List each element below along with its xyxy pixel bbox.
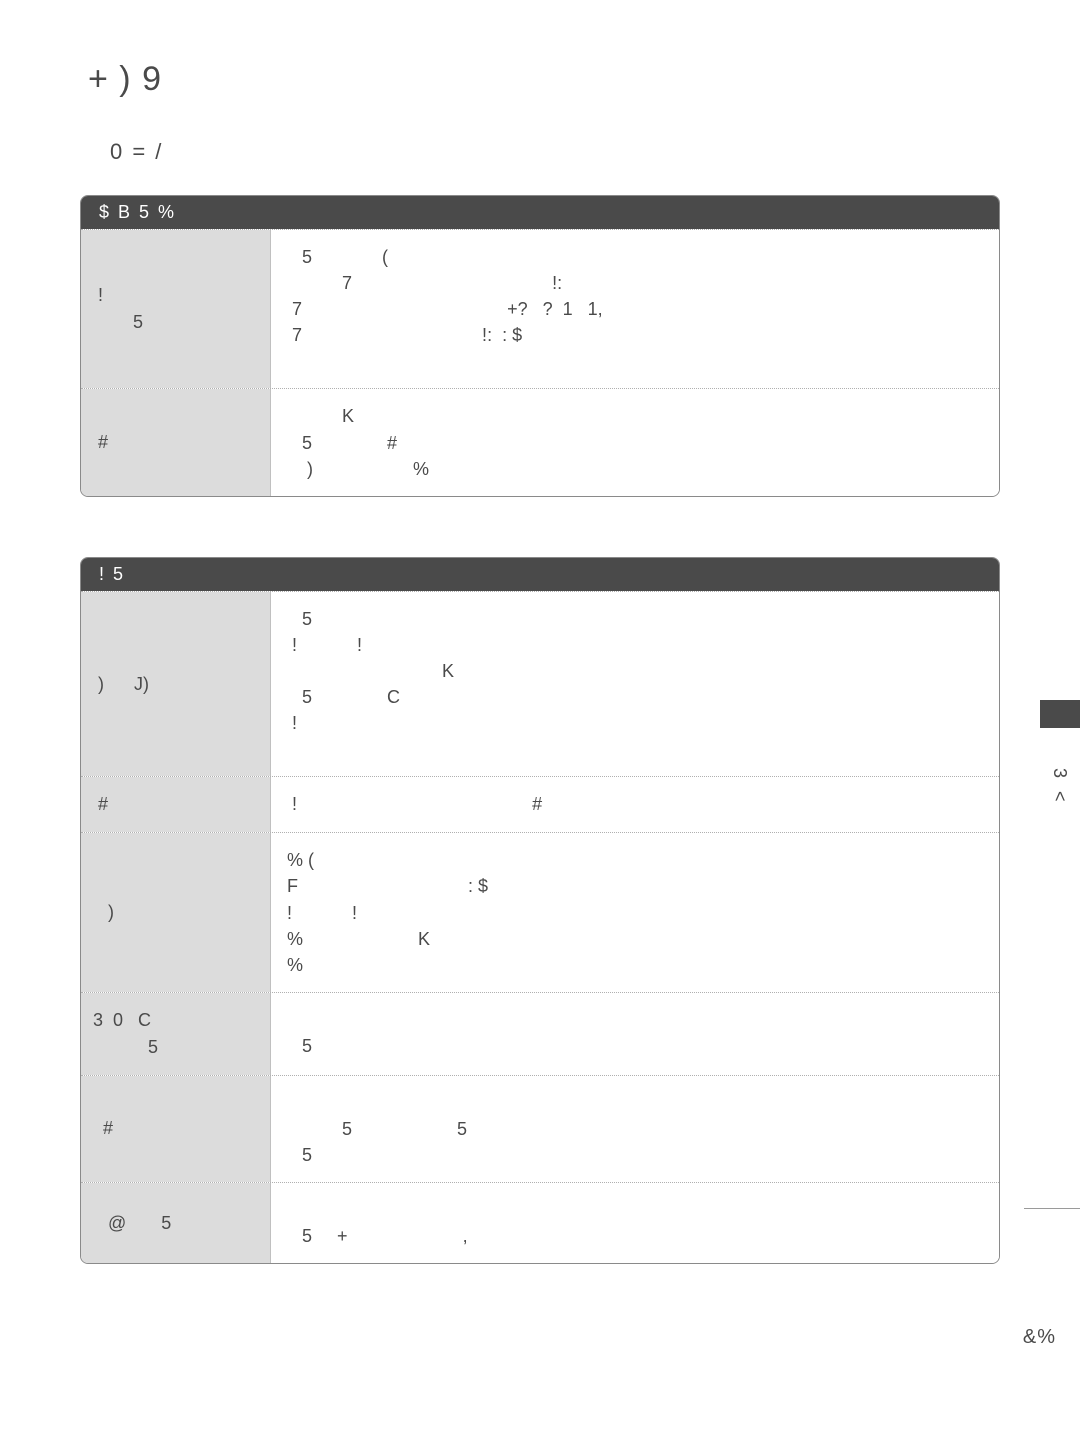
page-number: &% xyxy=(1023,1326,1056,1349)
table-row: @ 5 5 + , xyxy=(81,1182,999,1263)
table-row: ) J) 5 ! ! K 5 C ! xyxy=(81,591,999,777)
table-row: # K 5 # ) % xyxy=(81,388,999,495)
side-vertical-label: 3 < xyxy=(1049,768,1070,806)
table-row: # ! # xyxy=(81,776,999,832)
page-title: + ) 9 xyxy=(80,60,1000,99)
table-row: 3 0 C 5 5 xyxy=(81,992,999,1075)
table-1-row-0-value: 5 ( 7 !: 7 +? ? 1 1, 7 !: : $ xyxy=(271,230,999,388)
table-2-row-0-value: 5 ! ! K 5 C ! xyxy=(271,592,999,777)
document-page: + ) 9 0 = / $ B 5 % ! 5 5 ( 7 !: 7 xyxy=(0,0,1080,1384)
table-2-row-3-label: 3 0 C 5 xyxy=(81,993,271,1075)
table-1-row-1-value: K 5 # ) % xyxy=(271,389,999,495)
table-2-row-4-value: 5 5 5 xyxy=(271,1076,999,1182)
table-2-header: ! 5 xyxy=(81,558,999,591)
table-1: $ B 5 % ! 5 5 ( 7 !: 7 +? ? 1 1, 7 xyxy=(80,195,1000,497)
section-subtitle: 0 = / xyxy=(80,139,1000,165)
table-row: # 5 5 5 xyxy=(81,1075,999,1182)
table-2-row-2-label: ) xyxy=(81,833,271,991)
table-2-row-5-label: @ 5 xyxy=(81,1183,271,1263)
table-2-row-1-label: # xyxy=(81,777,271,832)
table-2-row-3-value: 5 xyxy=(271,993,999,1075)
table-2-row-2-value: % ( F : $ ! ! % K % xyxy=(271,833,999,991)
table-2: ! 5 ) J) 5 ! ! K 5 C ! # ! xyxy=(80,557,1000,1265)
table-1-row-0-label: ! 5 xyxy=(81,230,271,388)
table-1-header: $ B 5 % xyxy=(81,196,999,229)
table-2-row-5-value: 5 + , xyxy=(271,1183,999,1263)
table-2-row-1-value: ! # xyxy=(271,777,999,832)
table-2-row-4-label: # xyxy=(81,1076,271,1182)
table-row: ) % ( F : $ ! ! % K % xyxy=(81,832,999,991)
table-1-row-1-label: # xyxy=(81,389,271,495)
table-row: ! 5 5 ( 7 !: 7 +? ? 1 1, 7 !: : $ xyxy=(81,229,999,388)
side-divider xyxy=(1024,1208,1080,1209)
side-tab-marker xyxy=(1040,700,1080,728)
table-2-row-0-label: ) J) xyxy=(81,592,271,777)
